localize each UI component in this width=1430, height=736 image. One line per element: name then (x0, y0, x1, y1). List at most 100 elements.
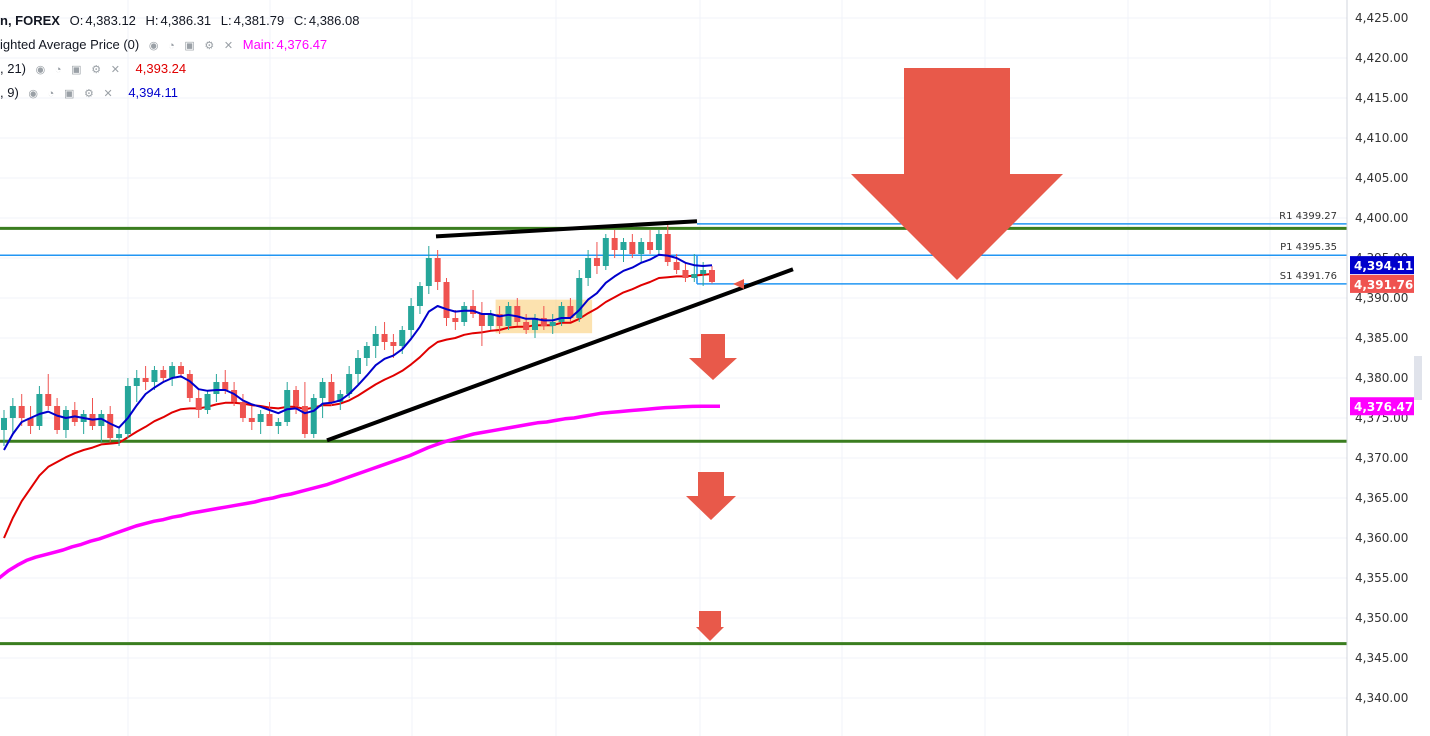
candle-body (284, 390, 291, 422)
axis-tick-label: 4,340.00 (1355, 691, 1408, 705)
candle-body (257, 414, 264, 422)
copy-icon[interactable]: ▣ (184, 40, 195, 52)
candle-body (593, 258, 600, 266)
candle-body (178, 366, 184, 374)
ma9-line (3, 253, 713, 451)
pivot-label-s1: S1 4391.76 (1280, 271, 1337, 282)
candle-body (390, 342, 397, 346)
candle-body (461, 306, 468, 322)
axis-tick-label: 4,365.00 (1355, 491, 1408, 505)
down-arrow (689, 334, 737, 380)
settings-icon[interactable]: ⚙ (91, 64, 102, 76)
eye-icon[interactable]: ◉ (35, 64, 46, 76)
candle-body (673, 262, 680, 270)
candle-body (328, 382, 335, 402)
big-down-arrow (851, 68, 1063, 280)
candle-body (54, 406, 61, 430)
price-axis[interactable]: 4,425.00 4,420.00 4,415.00 4,410.00 4,405.00… (1346, 0, 1430, 736)
legend-vwap: ighted Average Price (0) ◉ ◔ ▣ ⚙ ✕ Main:… (0, 34, 333, 56)
candle-body (116, 434, 123, 438)
candle-body (355, 358, 361, 374)
candle-body (655, 234, 662, 250)
vwap-name: ighted Average Price (0) (0, 37, 140, 52)
close-value: 4,386.08 (308, 13, 360, 28)
open-label: O: (69, 13, 84, 28)
close-icon[interactable]: ✕ (223, 40, 234, 52)
candle-body (558, 306, 565, 322)
candle-body (602, 238, 609, 266)
legend-ohlc: n, FOREX O: 4,383.12 H: 4,386.31 L: 4,381.7… (0, 10, 365, 32)
candle-body (647, 242, 654, 250)
close-icon[interactable]: ✕ (110, 64, 120, 76)
candle-body (186, 374, 193, 398)
candle-body (319, 382, 326, 398)
candle-body (487, 314, 494, 326)
eye-icon[interactable]: ◉ (148, 40, 159, 52)
close-label: C: (293, 13, 307, 28)
candles (1, 224, 715, 446)
candle-body (664, 234, 671, 262)
candle-body (638, 242, 645, 254)
close-icon[interactable]: ✕ (103, 88, 113, 100)
price-tag-label: 4,391.76 (1354, 278, 1413, 292)
candle-body (549, 322, 556, 326)
alarm-icon[interactable]: ◔ (168, 40, 175, 52)
candle-body (275, 422, 282, 426)
axis-tick-label: 4,360.00 (1355, 531, 1408, 545)
candle-body (691, 274, 698, 278)
candle-body (425, 258, 432, 286)
axis-tick-label: 4,350.00 (1355, 611, 1408, 625)
candle-body (151, 370, 158, 382)
legend-ma21: , 21) ◉ ◔ ▣ ⚙ ✕ 4,393.24 (0, 58, 192, 80)
alarm-icon[interactable]: ◔ (54, 64, 62, 76)
copy-icon[interactable]: ▣ (63, 88, 75, 100)
eye-icon[interactable]: ◉ (28, 88, 39, 100)
candle-body (611, 238, 618, 250)
low-value: 4,381.79 (233, 13, 285, 28)
price-tag (1350, 256, 1414, 275)
upper-trendline (435, 219, 698, 239)
horizontal-levels: R1 4399.27 P1 4395.35 S1 4391.76 (0, 211, 1347, 646)
high-value: 4,386.31 (160, 13, 212, 28)
price-tag-label: 4,394.11 (1354, 259, 1413, 273)
axis-tick-label: 4,410.00 (1355, 131, 1408, 145)
ma21-name: , 21) (0, 61, 27, 76)
candle-body (540, 318, 547, 326)
candle-body (293, 390, 300, 406)
candle-body (160, 370, 167, 378)
axis-tick-label: 4,420.00 (1355, 51, 1408, 65)
price-tag (1350, 397, 1414, 416)
price-pointer-arrow (733, 279, 744, 289)
vwap-value-label: Main: (242, 37, 275, 52)
candle-body (523, 322, 530, 330)
candle-body (434, 258, 441, 282)
settings-icon[interactable]: ⚙ (83, 88, 94, 100)
down-arrows (686, 68, 1063, 641)
candle-body (700, 270, 707, 274)
copy-icon[interactable]: ▣ (71, 64, 82, 76)
axis-tick-label: 4,425.00 (1355, 11, 1408, 25)
axis-tick-label: 4,390.00 (1355, 291, 1408, 305)
candle-body (346, 374, 353, 394)
candle-body (195, 398, 202, 410)
symbol-title: n, FOREX (0, 13, 60, 28)
candle-body (301, 406, 308, 434)
settings-icon[interactable]: ⚙ (204, 40, 215, 52)
candle-body (36, 394, 43, 426)
axis-tick-label: 4,345.00 (1355, 651, 1408, 665)
low-label: L: (220, 13, 232, 28)
vwap-value: 4,376.47 (276, 37, 328, 52)
candle-body (337, 394, 344, 402)
ma21-path (3, 273, 713, 539)
candle-body (514, 306, 521, 322)
candle-body (98, 414, 105, 426)
price-tag-label: 4,376.47 (1354, 400, 1413, 414)
alarm-icon[interactable]: ◔ (47, 88, 55, 100)
candle-body (505, 306, 512, 326)
candle-body (62, 410, 69, 430)
candle-body (372, 334, 379, 346)
candle-body (381, 334, 388, 342)
pivot-label-r1: R1 4399.27 (1279, 211, 1337, 222)
ma21-value: 4,393.24 (135, 61, 187, 76)
